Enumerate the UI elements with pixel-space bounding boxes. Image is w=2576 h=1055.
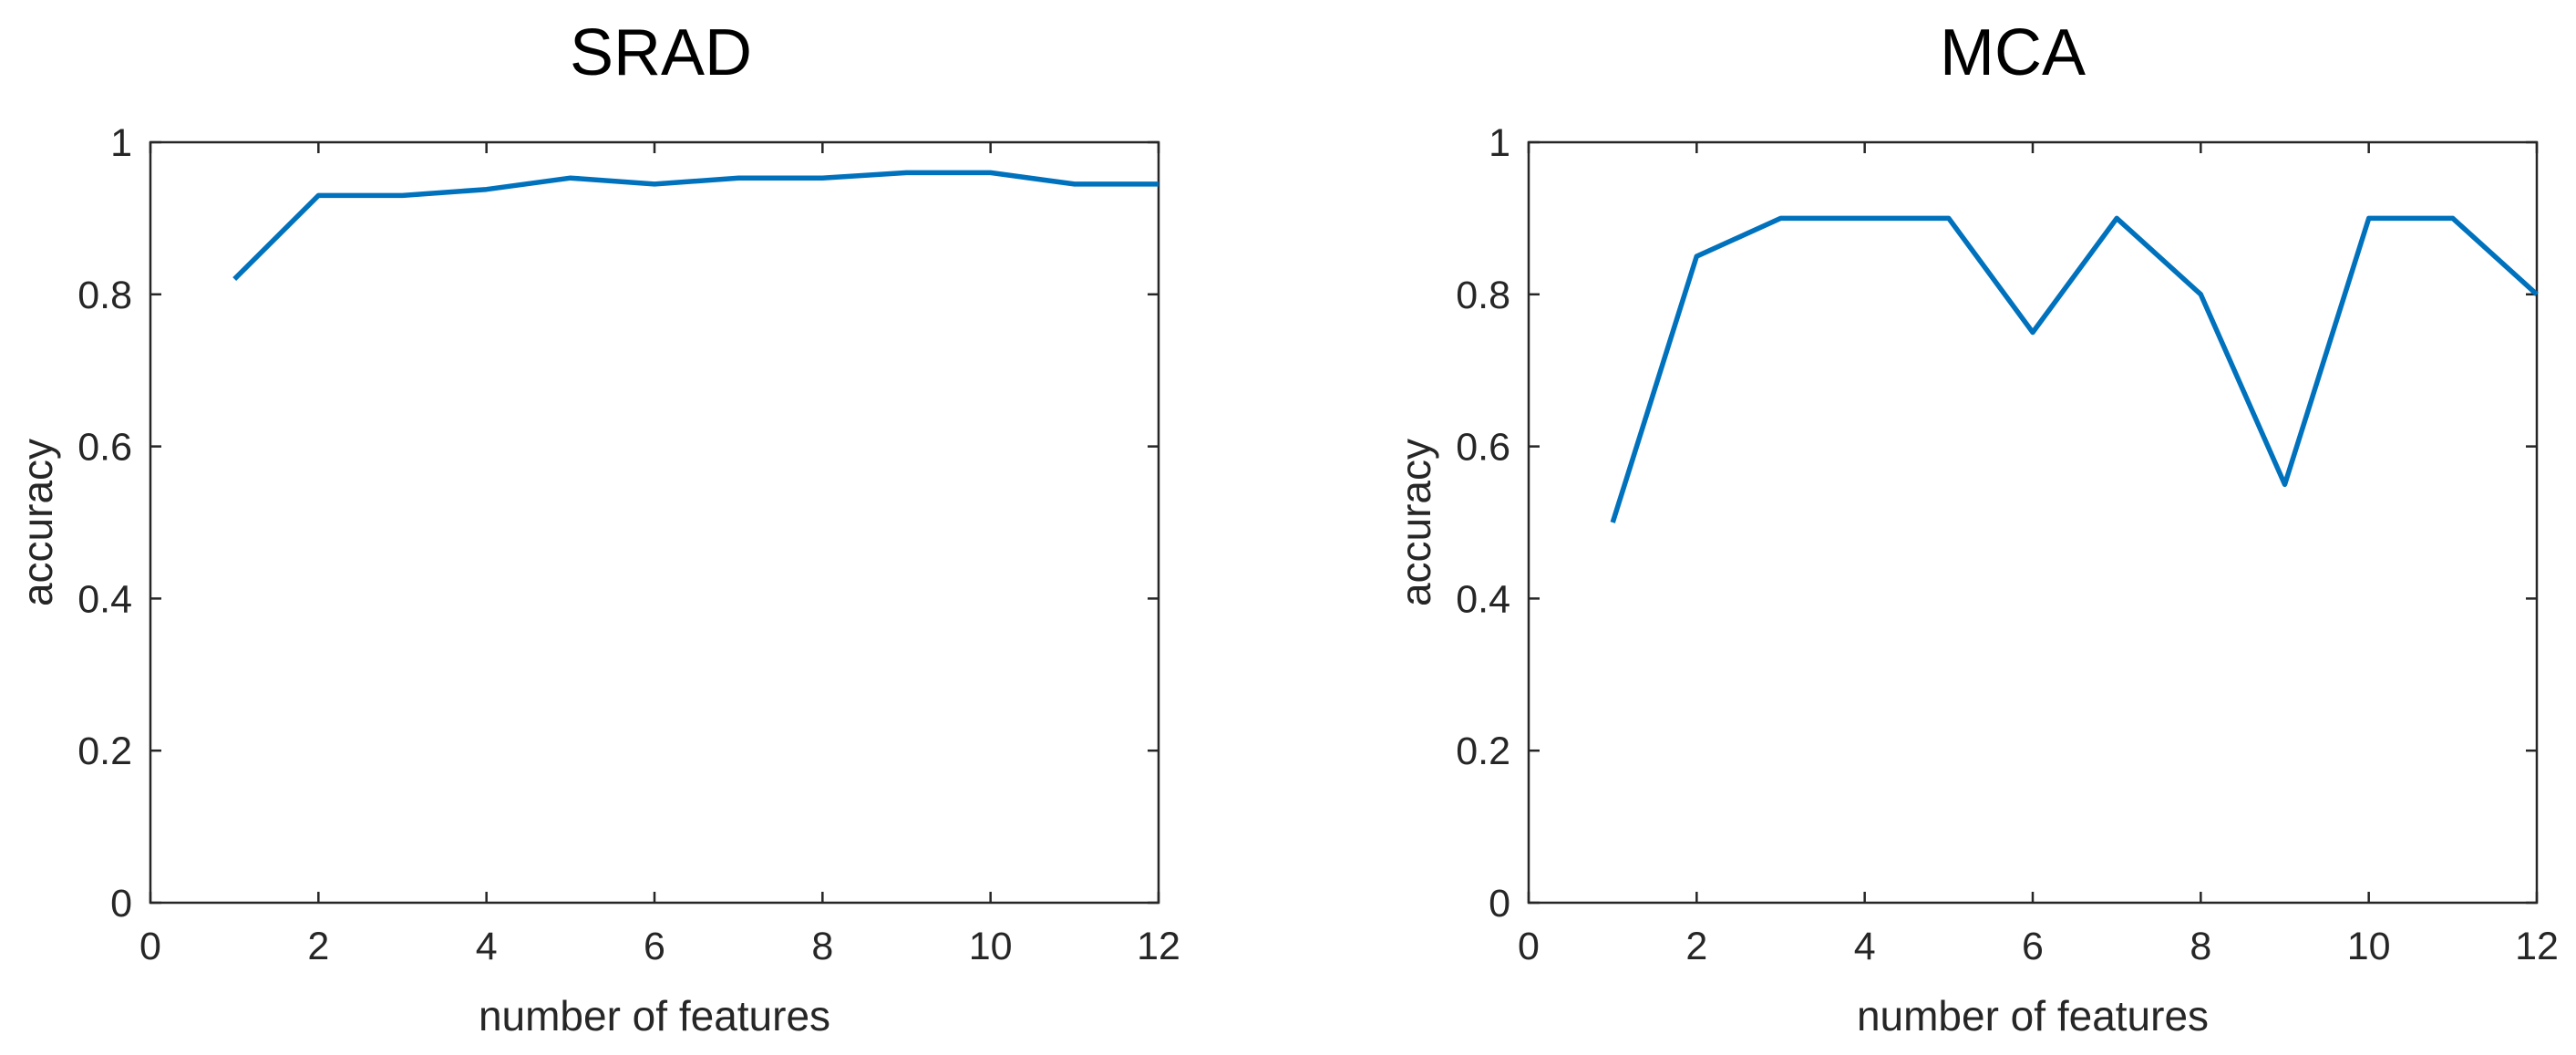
x-tick-label: 4 — [1854, 925, 1876, 968]
x-axis-label: number of features — [1857, 992, 2209, 1039]
tick-marks — [1527, 140, 2539, 905]
plot-area — [149, 140, 1160, 905]
x-tick-label: 2 — [1685, 925, 1707, 968]
chart-title: SRAD — [570, 16, 752, 89]
x-tick-label: 0 — [1518, 925, 1540, 968]
x-tick-label: 4 — [476, 925, 498, 968]
series-line — [232, 170, 1159, 282]
x-tick-label: 8 — [2190, 925, 2211, 968]
chart-panel-mca: MCA 0 2 4 6 8 10 12 0 0.2 0.4 0.6 0.8 1 number of f… — [1392, 16, 2559, 1039]
y-tick-label: 0.4 — [1456, 577, 1510, 621]
x-tick-label: 12 — [2515, 925, 2559, 968]
x-tick-labels: 0 2 4 6 8 10 12 — [139, 925, 1180, 968]
y-axis-label: accuracy — [1392, 439, 1439, 606]
y-tick-labels: 0 0.2 0.4 0.6 0.8 1 — [1456, 121, 1510, 926]
x-tick-label: 6 — [2022, 925, 2044, 968]
y-tick-label: 0 — [110, 882, 132, 926]
y-tick-label: 0.6 — [77, 426, 132, 470]
y-tick-label: 0.8 — [77, 274, 132, 317]
plot-area — [1527, 140, 2539, 905]
x-axis-label: number of features — [479, 992, 830, 1039]
x-tick-label: 0 — [139, 925, 161, 968]
x-tick-label: 8 — [811, 925, 833, 968]
x-tick-label: 10 — [2347, 925, 2391, 968]
y-tick-label: 0.8 — [1456, 274, 1510, 317]
chart-panel-srad: SRAD 0 2 4 6 8 10 12 0 0.2 0.4 0.6 0.8 1 number of … — [14, 16, 1180, 1039]
x-tick-label: 2 — [307, 925, 329, 968]
series-line — [1610, 215, 2539, 523]
y-tick-label: 0 — [1489, 882, 1510, 926]
x-tick-label: 6 — [644, 925, 665, 968]
x-tick-label: 12 — [1137, 925, 1180, 968]
y-tick-label: 0.4 — [77, 577, 132, 621]
x-tick-label: 10 — [969, 925, 1013, 968]
tick-marks — [149, 140, 1160, 905]
y-tick-label: 0.2 — [1456, 729, 1510, 773]
y-tick-label: 1 — [110, 121, 132, 165]
y-tick-labels: 0 0.2 0.4 0.6 0.8 1 — [77, 121, 132, 926]
x-tick-labels: 0 2 4 6 8 10 12 — [1518, 925, 2559, 968]
y-tick-label: 1 — [1489, 121, 1510, 165]
y-tick-label: 0.2 — [77, 729, 132, 773]
y-tick-label: 0.6 — [1456, 426, 1510, 470]
chart-title: MCA — [1940, 16, 2086, 89]
y-axis-label: accuracy — [14, 439, 61, 606]
